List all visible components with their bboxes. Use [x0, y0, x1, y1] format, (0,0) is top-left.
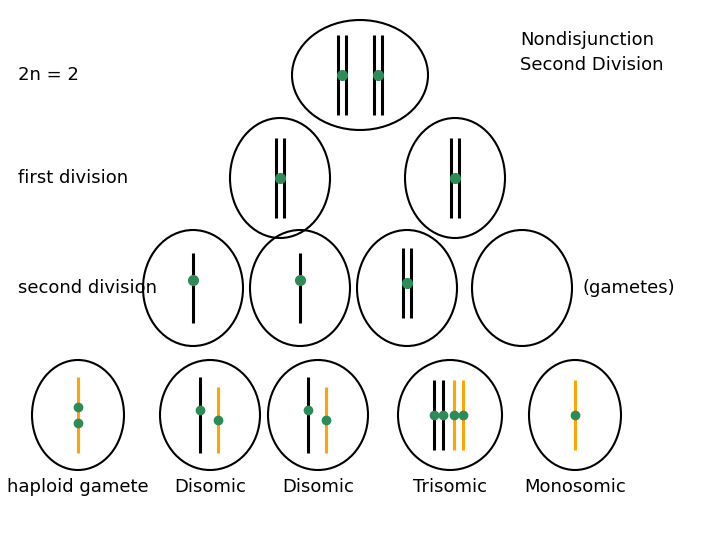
- Text: second division: second division: [18, 279, 157, 297]
- Text: Disomic: Disomic: [282, 478, 354, 496]
- Text: Disomic: Disomic: [174, 478, 246, 496]
- Text: (gametes): (gametes): [582, 279, 675, 297]
- Text: 2n = 2: 2n = 2: [18, 66, 79, 84]
- Text: Second Division: Second Division: [520, 56, 664, 74]
- Text: Monosomic: Monosomic: [524, 478, 626, 496]
- Text: Trisomic: Trisomic: [413, 478, 487, 496]
- Text: first division: first division: [18, 169, 128, 187]
- Text: haploid gamete: haploid gamete: [7, 478, 149, 496]
- Text: Nondisjunction: Nondisjunction: [520, 31, 654, 49]
